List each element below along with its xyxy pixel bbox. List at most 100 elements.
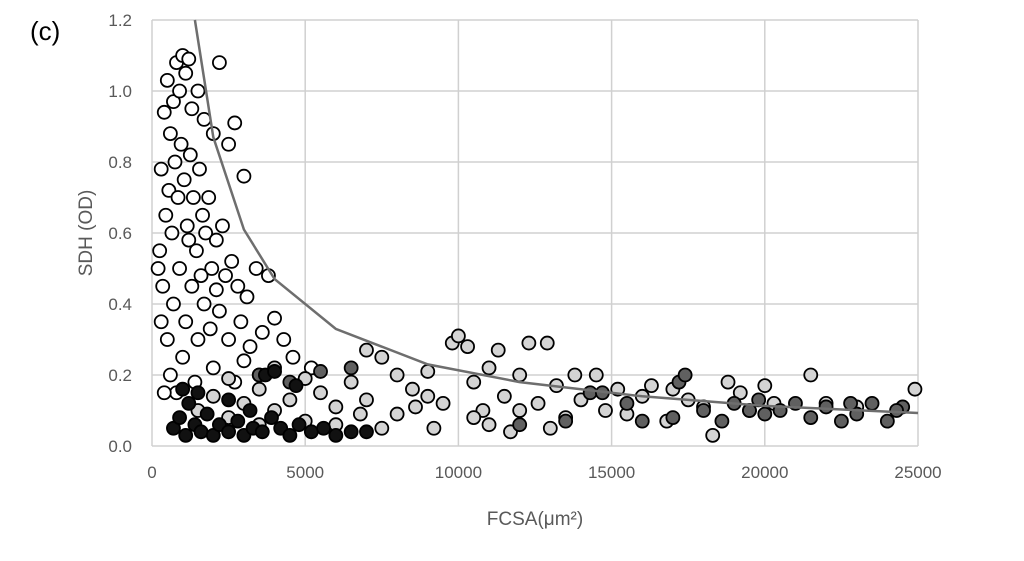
data-point-series-4 [267, 364, 282, 379]
data-point-series-2 [374, 420, 390, 436]
data-point-series-2 [466, 374, 482, 390]
data-point-series-3 [313, 364, 328, 379]
data-point-series-3 [582, 385, 598, 401]
x-tick-label: 15000 [588, 463, 635, 482]
data-point-series-1 [192, 161, 207, 177]
data-point-series-2 [521, 335, 537, 351]
data-point-series-1 [212, 303, 227, 319]
data-point-series-2 [389, 367, 405, 383]
data-point-series-4 [264, 410, 279, 426]
data-point-series-1 [233, 314, 249, 330]
data-point-series-2 [907, 381, 923, 397]
data-point-series-1 [150, 261, 166, 276]
data-point-series-1 [162, 367, 178, 383]
data-points [150, 48, 923, 443]
data-point-series-1 [208, 282, 224, 298]
data-point-series-4 [166, 420, 181, 436]
data-point-series-1 [164, 225, 180, 241]
data-point-series-2 [328, 399, 344, 415]
data-point-series-3 [834, 413, 849, 429]
data-point-series-2 [481, 360, 497, 376]
y-tick-label: 0.0 [108, 437, 132, 456]
data-point-series-1 [239, 289, 255, 305]
data-point-series-1 [181, 51, 197, 67]
data-point-series-2 [352, 406, 368, 422]
data-point-series-4 [193, 424, 209, 440]
data-point-series-3 [879, 413, 895, 429]
x-tick-label: 0 [147, 463, 156, 482]
data-point-series-2 [435, 395, 451, 411]
data-point-series-2 [512, 367, 528, 383]
data-point-series-1 [153, 314, 169, 330]
data-point-series-1 [155, 278, 171, 294]
trendline-path [193, 19, 919, 415]
data-point-series-3 [803, 410, 819, 426]
data-point-series-2 [530, 395, 546, 411]
data-point-series-3 [843, 395, 858, 411]
data-point-series-1 [276, 332, 292, 347]
data-point-series-1 [158, 207, 174, 223]
data-point-series-2 [598, 403, 613, 418]
data-point-series-1 [176, 172, 192, 188]
data-point-series-1 [190, 332, 206, 347]
data-point-series-1 [162, 126, 178, 142]
data-point-series-2 [359, 392, 374, 408]
data-point-series-4 [221, 392, 237, 408]
data-point-series-2 [460, 339, 475, 355]
data-point-series-1 [227, 115, 243, 131]
data-point-series-2 [644, 378, 659, 394]
data-point-series-2 [720, 374, 736, 390]
data-point-series-1 [182, 147, 198, 163]
data-point-series-1 [204, 261, 220, 276]
trendline [193, 19, 919, 415]
data-point-series-4 [181, 395, 197, 411]
data-point-series-1 [184, 101, 200, 117]
data-point-series-1 [175, 349, 191, 365]
x-tick-label: 25000 [894, 463, 941, 482]
data-point-series-2 [539, 335, 555, 351]
data-point-series-1 [205, 360, 221, 376]
data-point-series-2 [313, 385, 328, 401]
data-point-series-2 [359, 342, 374, 358]
data-point-series-2 [420, 364, 436, 379]
data-point-series-1 [215, 218, 230, 234]
y-tick-label: 0.2 [108, 366, 132, 385]
data-point-series-4 [316, 420, 331, 436]
y-tick-label: 1.0 [108, 82, 132, 101]
data-point-series-3 [696, 403, 711, 418]
data-point-series-4 [254, 424, 270, 440]
data-point-series-2 [408, 399, 423, 415]
data-point-series-4 [190, 385, 206, 401]
data-point-series-1 [193, 268, 209, 284]
data-point-series-1 [178, 314, 194, 330]
data-point-series-3 [714, 413, 730, 429]
data-point-series-4 [303, 424, 319, 440]
data-point-series-1 [166, 296, 181, 312]
data-point-series-2 [466, 410, 482, 426]
y-tick-label: 1.2 [108, 11, 132, 30]
data-point-series-1 [248, 261, 264, 276]
data-point-series-3 [818, 399, 834, 415]
data-point-series-4 [291, 417, 307, 433]
data-point-series-4 [328, 427, 344, 443]
data-point-series-4 [282, 427, 298, 443]
data-point-series-2 [496, 388, 512, 404]
data-point-series-3 [558, 413, 574, 429]
data-point-series-4 [359, 424, 374, 440]
data-point-series-4 [221, 424, 237, 440]
y-tick-label: 0.8 [108, 153, 132, 172]
data-point-series-2 [803, 367, 819, 383]
data-point-series-2 [420, 388, 436, 404]
data-point-series-1 [156, 385, 172, 401]
data-point-series-1 [159, 72, 175, 88]
data-point-series-1 [181, 232, 197, 248]
data-point-series-3 [757, 406, 773, 422]
data-point-series-1 [190, 83, 206, 99]
data-point-series-4 [175, 381, 191, 397]
data-point-series-1 [156, 104, 172, 120]
data-point-series-3 [619, 395, 635, 411]
data-point-series-4 [242, 403, 258, 418]
data-point-series-3 [677, 367, 693, 383]
data-point-series-1 [189, 243, 204, 259]
data-point-series-1 [202, 321, 218, 337]
